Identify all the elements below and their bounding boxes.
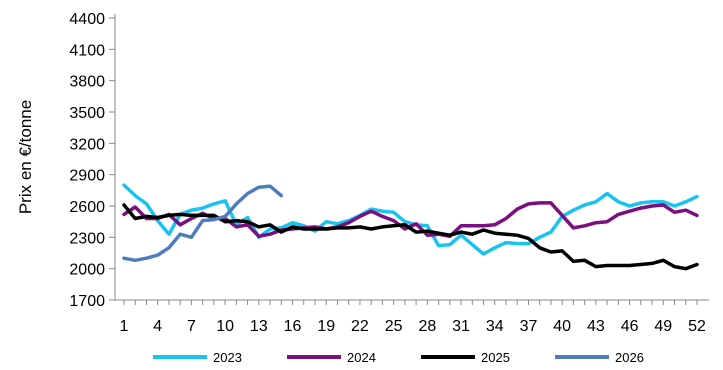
x-tick-label: 22 [351,318,369,335]
legend-label-2023: 2023 [213,350,242,365]
y-axis-ticks: 1700 2000 2300 2600 2900 3200 3500 3800 4100 4400 [69,11,115,310]
y-tick-label: 4400 [69,11,105,28]
x-tick-label: 46 [621,318,639,335]
y-tick-label: 3800 [69,74,105,91]
x-tick-label: 31 [452,318,470,335]
series-line-2023 [122,183,699,256]
series-lines [122,183,699,271]
series-line-2026 [122,184,284,263]
x-tick-label: 43 [587,318,605,335]
y-axis-title: Prix en €/tonne [16,100,35,214]
x-tick-label: 13 [250,318,268,335]
y-tick-label: 4100 [69,42,105,59]
x-tick-label: 25 [385,318,403,335]
x-axis-ticks: 1 4 7 10 13 16 19 22 25 28 31 34 37 40 43 46 49 52 [120,300,706,335]
legend-label-2026: 2026 [615,350,644,365]
x-tick-label: 49 [654,318,672,335]
x-tick-label: 52 [688,318,706,335]
y-tick-label: 2300 [69,230,105,247]
x-tick-label: 28 [418,318,436,335]
y-tick-label: 3200 [69,136,105,153]
y-tick-label: 3500 [69,105,105,122]
x-tick-label: 40 [553,318,571,335]
y-tick-label: 2000 [69,262,105,279]
y-tick-label: 1700 [69,293,105,310]
series-line-2025 [122,203,699,271]
y-tick-label: 2900 [69,168,105,185]
legend-label-2025: 2025 [481,350,510,365]
plot-area: 1700 2000 2300 2600 2900 3200 3500 3800 4100 4400… [69,11,709,335]
x-tick-label: 37 [520,318,538,335]
x-tick-label: 19 [317,318,335,335]
x-tick-label: 34 [486,318,504,335]
x-tick-label: 16 [284,318,302,335]
y-tick-label: 2600 [69,199,105,216]
legend: 2023 2024 2025 2026 [153,350,644,365]
x-tick-label: 4 [153,318,162,335]
legend-label-2024: 2024 [347,350,376,365]
x-tick-label: 1 [120,318,129,335]
x-tick-label: 10 [216,318,234,335]
x-tick-label: 7 [187,318,196,335]
